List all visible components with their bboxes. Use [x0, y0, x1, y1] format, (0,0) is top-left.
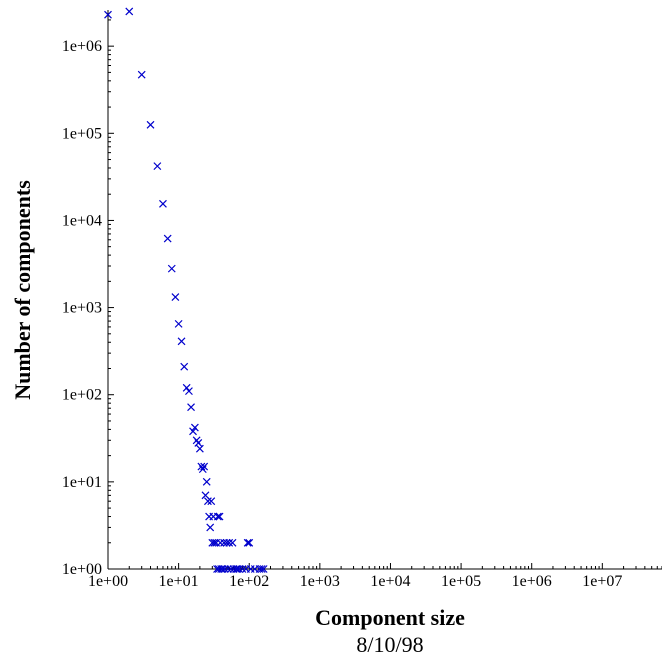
y-axis-ticks: 1e+00 1e+01 1e+02 1e+03 1e+04 1e+05 1e+06 — [62, 19, 114, 578]
data-point — [146, 120, 155, 129]
axes — [107, 10, 662, 570]
data-point — [200, 462, 209, 471]
data-point — [216, 538, 225, 547]
x-tick-label: 1e+00 — [88, 573, 128, 590]
data-point — [220, 565, 229, 573]
data-point — [238, 565, 247, 573]
date-label: 8/10/98 — [356, 632, 423, 657]
x-tick-label: 1e+05 — [441, 573, 481, 590]
data-point — [194, 438, 203, 447]
data-point — [245, 538, 254, 547]
data-point — [222, 538, 231, 547]
x-tick-label: 1e+01 — [159, 573, 199, 590]
data-point — [125, 7, 134, 16]
y-axis-title: Number of components — [10, 180, 35, 400]
data-point — [215, 512, 224, 521]
y-tick-label: 1e+01 — [62, 474, 102, 491]
data-point — [177, 337, 186, 346]
y-tick-label: 1e+02 — [62, 387, 102, 404]
data-point — [190, 423, 199, 432]
data-point — [137, 70, 146, 79]
x-tick-label: 1e+06 — [512, 573, 552, 590]
data-point — [210, 538, 219, 547]
data-point — [228, 538, 237, 547]
data-point — [259, 565, 268, 573]
y-tick-label: 1e+05 — [62, 125, 102, 142]
data-point — [213, 512, 222, 521]
x-tick-label: 1e+02 — [229, 573, 269, 590]
data-point — [217, 565, 226, 573]
y-tick-label: 1e+04 — [62, 212, 102, 229]
data-point — [243, 538, 252, 547]
data-point — [171, 293, 180, 301]
data-point — [207, 497, 216, 506]
y-tick-label: 1e+00 — [62, 561, 102, 578]
y-tick-label: 1e+06 — [62, 38, 102, 55]
x-axis-ticks: 1e+00 1e+01 1e+02 1e+03 1e+04 1e+05 1e+06 1e+07 — [88, 563, 662, 590]
data-point — [187, 403, 195, 412]
y-tick-label: 1e+03 — [62, 300, 102, 317]
data-point — [202, 477, 211, 486]
data-point — [198, 465, 207, 474]
data-point — [174, 319, 183, 328]
data-point — [159, 199, 167, 208]
data-point — [203, 497, 212, 506]
data-point — [153, 162, 162, 171]
x-tick-label: 1e+07 — [582, 573, 622, 590]
data-point — [180, 362, 189, 371]
data-point — [225, 538, 234, 547]
data-point — [104, 10, 112, 19]
data-point — [257, 565, 266, 573]
data-point — [182, 383, 191, 392]
data-point — [232, 565, 240, 573]
data-point — [195, 444, 204, 453]
data-point — [185, 387, 193, 396]
data-point — [167, 264, 176, 273]
data-point — [235, 565, 244, 573]
x-tick-label: 1e+03 — [300, 573, 340, 590]
data-points — [104, 7, 268, 573]
x-tick-label: 1e+04 — [370, 573, 410, 590]
data-point — [163, 234, 172, 243]
x-axis-title: Component size — [315, 605, 465, 630]
data-point — [206, 523, 215, 532]
data-point — [189, 427, 197, 436]
data-point — [224, 565, 232, 573]
